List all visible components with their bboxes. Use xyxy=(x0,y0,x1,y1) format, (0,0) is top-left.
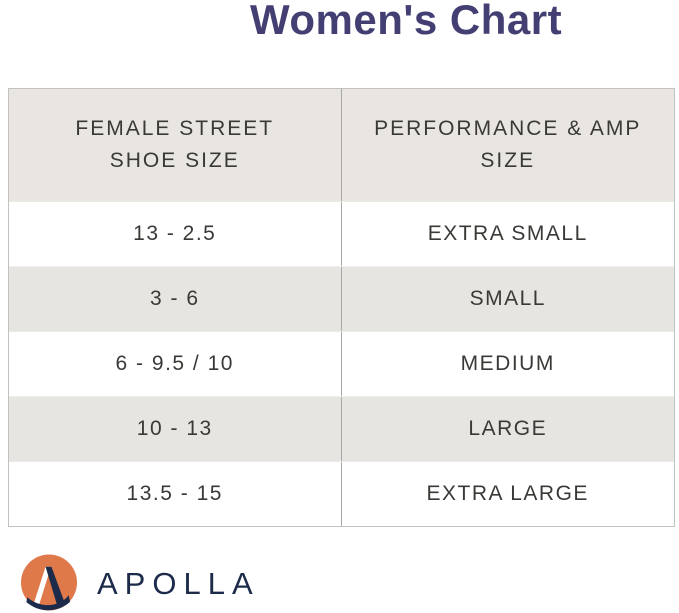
table-header-row: FEMALE STREET SHOE SIZE PERFORMANCE & AM… xyxy=(9,89,674,201)
col-header-amp-size-line1: PERFORMANCE & AMP xyxy=(374,117,642,140)
amp-size-cell: LARGE xyxy=(468,417,548,440)
col-header-shoe-size-line1: FEMALE STREET xyxy=(75,117,275,140)
shoe-size-cell: 10 - 13 xyxy=(9,397,342,461)
page-title: Women's Chart xyxy=(250,0,563,43)
brand-wordmark: APOLLA xyxy=(97,565,260,601)
amp-size-cell: MEDIUM xyxy=(460,352,555,375)
col-header-shoe-size-line2: SHOE SIZE xyxy=(109,149,240,172)
table-row: 13.5 - 15 EXTRA LARGE xyxy=(9,461,674,526)
table-row: 13 - 2.5 EXTRA SMALL xyxy=(9,201,674,266)
amp-size-cell: EXTRA SMALL xyxy=(427,222,588,245)
table-row: 3 - 6 SMALL xyxy=(9,266,674,331)
brand-footer: APOLLA xyxy=(19,554,260,613)
col-header-amp-size: PERFORMANCE & AMP SIZE xyxy=(342,89,675,201)
shoe-size-cell: 13.5 - 15 xyxy=(9,462,342,526)
col-header-amp-size-line2: SIZE xyxy=(480,149,536,172)
shoe-size-cell: 6 - 9.5 / 10 xyxy=(9,332,342,396)
amp-size-cell: EXTRA LARGE xyxy=(426,482,589,505)
size-table: FEMALE STREET SHOE SIZE PERFORMANCE & AM… xyxy=(8,88,675,527)
shoe-size-cell: 3 - 6 xyxy=(9,267,342,331)
apolla-logo-icon xyxy=(20,554,78,613)
col-header-shoe-size: FEMALE STREET SHOE SIZE xyxy=(9,89,342,201)
shoe-size-cell: 13 - 2.5 xyxy=(9,202,342,266)
table-row: 6 - 9.5 / 10 MEDIUM xyxy=(9,331,674,396)
amp-size-cell: SMALL xyxy=(469,287,546,310)
table-row: 10 - 13 LARGE xyxy=(9,396,674,461)
